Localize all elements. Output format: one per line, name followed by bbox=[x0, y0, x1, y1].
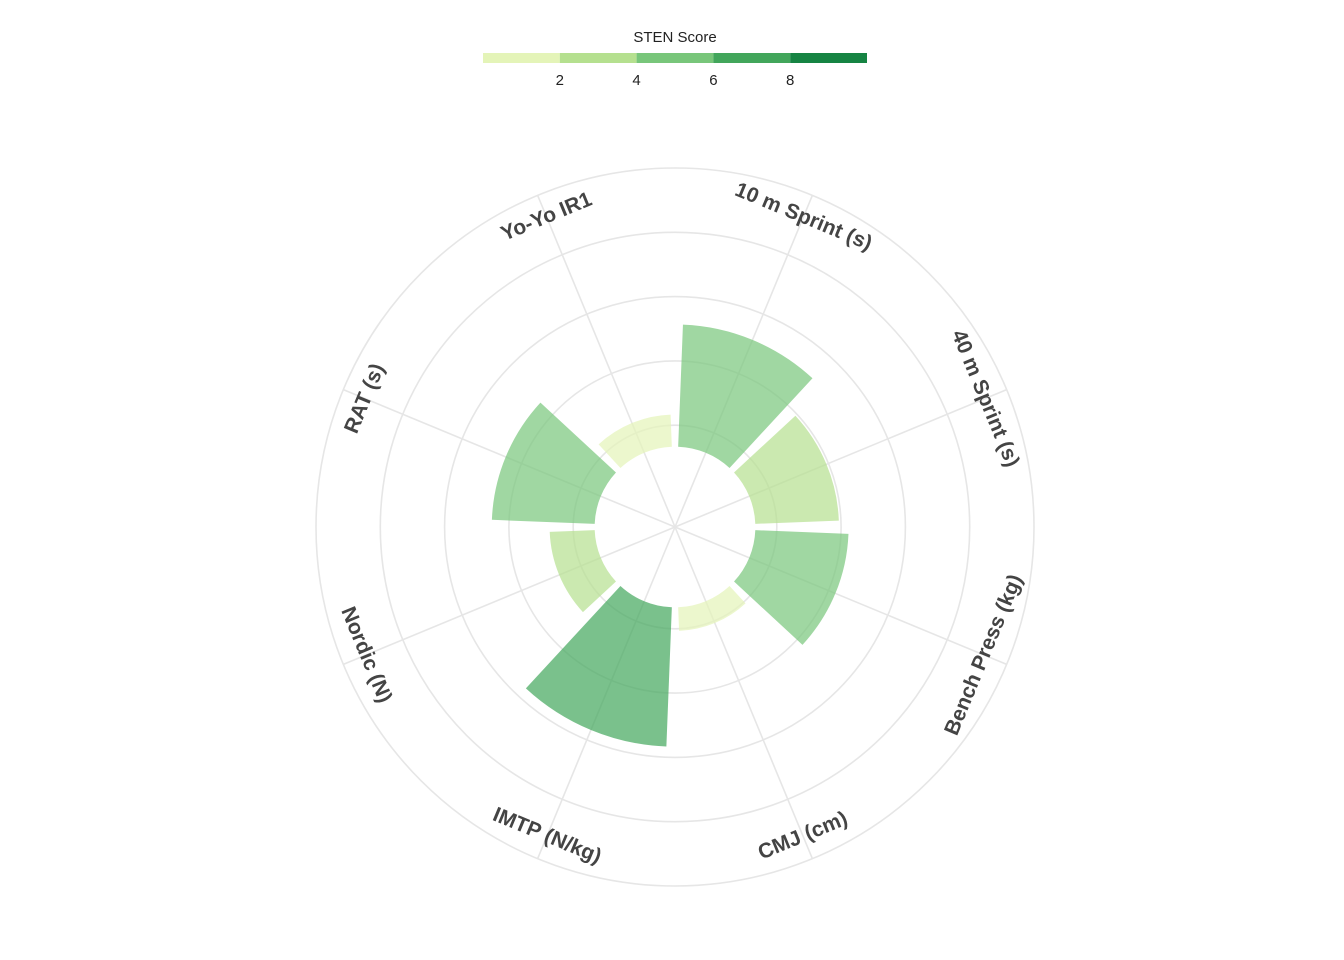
legend-swatch bbox=[559, 53, 637, 63]
legend-tick-label: 8 bbox=[786, 72, 794, 89]
grid-spoke bbox=[536, 195, 676, 528]
legend-swatch bbox=[713, 53, 791, 63]
bar bbox=[734, 530, 849, 645]
legend-tick-label: 6 bbox=[709, 72, 717, 89]
bar bbox=[734, 415, 839, 524]
grid-spoke bbox=[343, 526, 676, 666]
grid-spoke bbox=[674, 526, 814, 859]
grid-circle bbox=[379, 231, 971, 823]
grid-circle bbox=[315, 167, 1035, 887]
legend-tick-label: 4 bbox=[632, 72, 640, 89]
category-label: Bench Press (kg) bbox=[940, 571, 1027, 738]
legend-tick-label: 2 bbox=[556, 72, 564, 89]
grid-circle bbox=[508, 360, 842, 694]
grid-spoke bbox=[674, 526, 1007, 666]
bar bbox=[678, 586, 746, 631]
bar bbox=[525, 586, 672, 747]
bar bbox=[549, 530, 616, 613]
category-label: IMTP (N/kg) bbox=[490, 803, 605, 868]
category-label: RAT (s) bbox=[340, 360, 389, 436]
bar bbox=[598, 414, 672, 468]
grid-spoke bbox=[674, 388, 1007, 528]
bar bbox=[678, 324, 813, 468]
category-label: Nordic (N) bbox=[336, 604, 396, 707]
bar bbox=[491, 402, 616, 524]
legend-swatch bbox=[636, 53, 714, 63]
grid-circle bbox=[443, 295, 907, 759]
legend-swatch bbox=[483, 53, 560, 63]
legend-title: STEN Score bbox=[633, 29, 716, 46]
category-label: Yo-Yo IR1 bbox=[498, 187, 596, 245]
grid-circle bbox=[572, 424, 778, 630]
category-label: CMJ (cm) bbox=[755, 807, 851, 864]
legend-swatch bbox=[790, 53, 867, 63]
